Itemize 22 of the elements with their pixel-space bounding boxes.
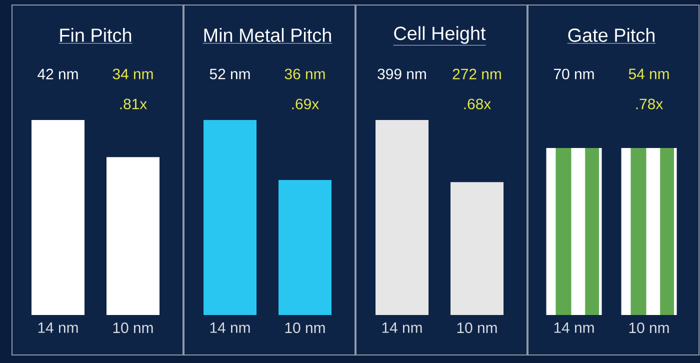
chart-title: Min Metal Pitch (204, 28, 331, 42)
text: .68x (464, 98, 491, 110)
data-label: 399 nm (378, 68, 426, 80)
x-tick-label: 14 nm (382, 322, 422, 333)
data-label: 52 nm (210, 68, 250, 80)
text: Gate Pitch (568, 28, 654, 42)
x-tick-label: 14 nm (210, 322, 250, 333)
x-tick-label: 10 nm (285, 322, 325, 334)
chart-title: Cell Height (394, 26, 486, 44)
data-label: 272 nm (452, 68, 501, 80)
x-tick-label: 10 nm (113, 322, 153, 334)
data-label: 70 nm (554, 68, 594, 80)
data-label: 54 nm (628, 68, 669, 80)
text: .69x (292, 98, 319, 110)
text: .78x (636, 98, 663, 110)
text: .81x (120, 98, 147, 110)
data-label: 42 nm (38, 68, 78, 80)
chart-title: Fin Pitch (60, 28, 132, 42)
data-label: 36 nm (284, 68, 325, 80)
data-label: 34 nm (112, 68, 153, 80)
x-tick-label: 10 nm (457, 322, 497, 334)
x-tick-label: 14 nm (38, 322, 78, 333)
